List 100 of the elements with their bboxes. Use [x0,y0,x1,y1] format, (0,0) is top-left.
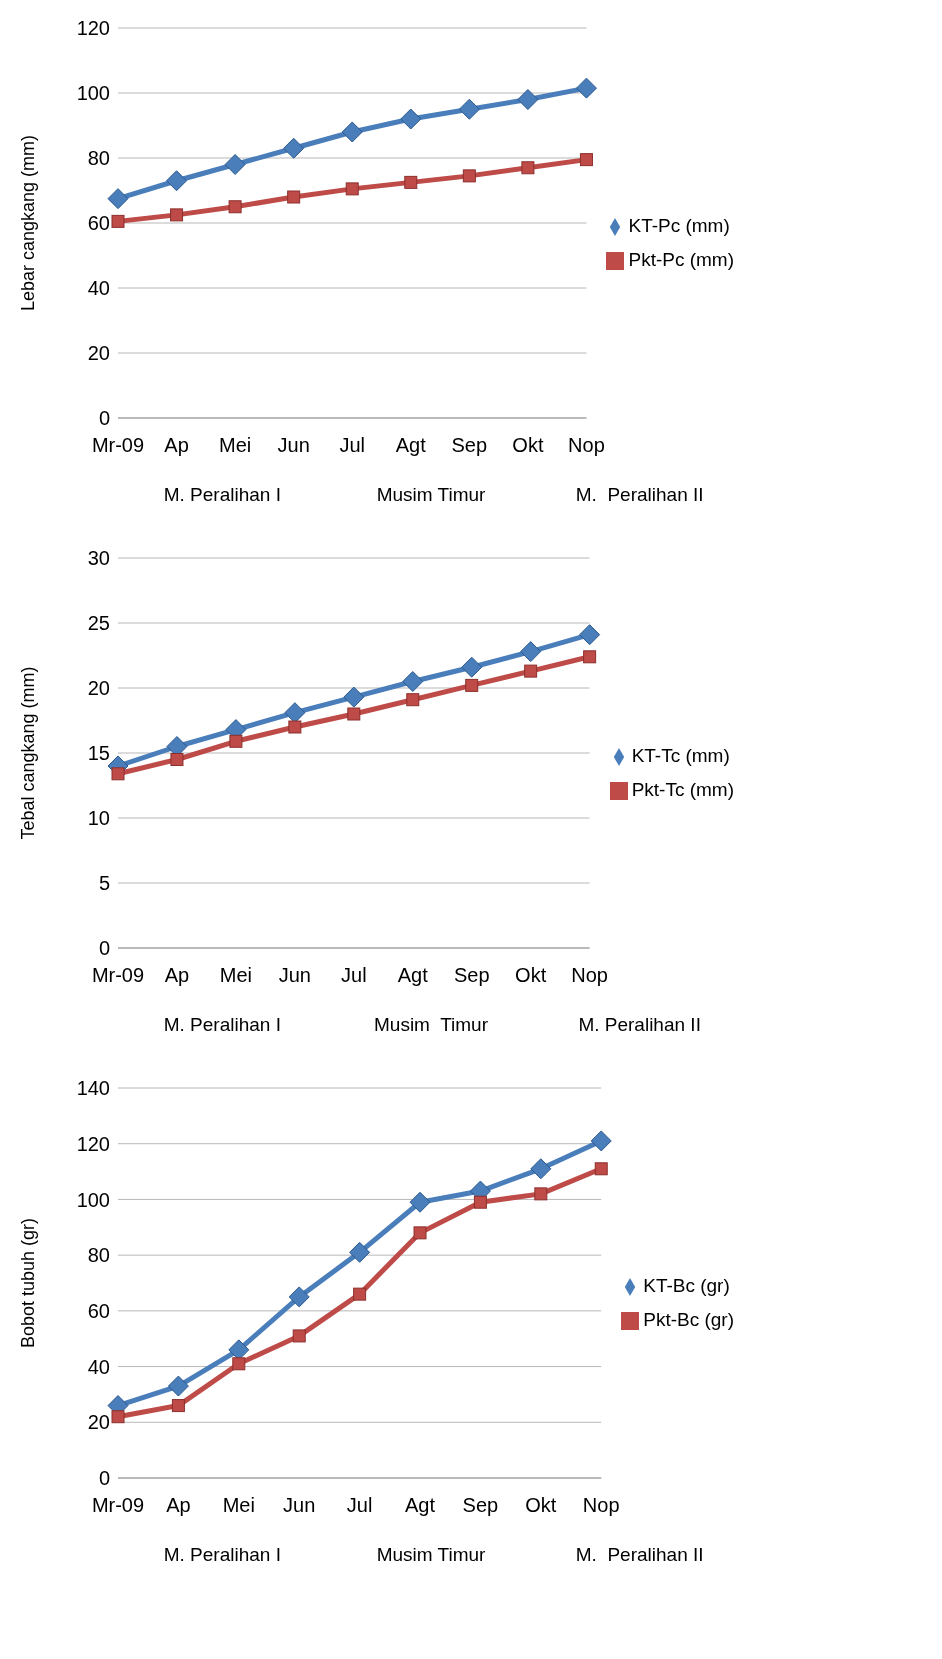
x-tick-label: Jul [339,434,366,457]
legend-label: Pkt-Pc (mm) [628,249,734,270]
x-tick-label: Nop [571,964,608,987]
x-tick-label: Jun [277,434,310,457]
legend-label: Pkt-Bc (gr) [643,1309,734,1330]
point [170,208,184,222]
point [111,214,125,228]
y-axis-title: Tebal cangkang (mm) [18,666,39,840]
y-tick-label: 15 [87,742,110,765]
x-tick-label: Ap [164,434,189,457]
point [524,664,538,678]
point [345,182,359,196]
text: M. Peralihan I [162,1014,282,1036]
point [583,650,597,664]
y-axis-title: Lebar cangkang (mm) [18,134,39,312]
point [288,1286,310,1308]
legend-label: KT-Pc (mm) [628,215,730,236]
y-tick-label: 25 [87,612,110,635]
point [520,641,542,663]
point [409,1191,431,1213]
x-tick-label: Ap [164,964,190,987]
x-tick-label: Jun [278,964,311,987]
text: Musim Timur [373,1014,489,1036]
point [590,1130,612,1152]
point [575,77,597,99]
point [465,678,479,692]
point [349,1241,371,1263]
point [171,1399,185,1413]
x-tick-label: Nop [582,1494,620,1517]
x-tick-label: Sep [453,964,490,987]
point [594,1162,608,1176]
point [521,161,535,175]
point [404,175,418,189]
text: Musim Timur [375,484,487,506]
point [166,170,188,192]
x-tick-label: Okt [512,434,544,457]
y-tick-label: 5 [98,872,110,895]
y-tick-label: 140 [76,1077,110,1100]
y-tick-label: 10 [87,807,110,830]
x-tick-label: Ap [166,1494,191,1517]
point [406,693,420,707]
y-tick-label: 40 [87,277,110,300]
x-tick-label: Sep [451,434,488,457]
y-tick-label: 80 [87,147,110,170]
x-tick-label: Mei [219,964,253,987]
text: M. Peralihan II [574,484,705,506]
point [517,89,539,110]
point [283,137,305,159]
text: M. Peralihan I [162,484,282,506]
y-tick-label: 20 [87,677,110,700]
point [167,1375,189,1397]
point [473,1195,487,1209]
point [347,707,361,721]
x-tick-label: Mei [219,434,252,457]
point [288,720,302,734]
text: M. Peralihan I [162,1544,282,1566]
y-tick-label: 40 [87,1355,110,1378]
text: Musim Timur [375,1544,487,1566]
x-tick-label: Agt [395,434,427,457]
y-tick-label: 20 [87,342,110,365]
y-tick-label: 0 [98,1467,110,1490]
point [111,767,125,781]
x-tick-label: Mr-09 [91,1494,145,1517]
y-tick-label: 120 [76,1132,110,1155]
x-tick-label: Jul [341,964,367,987]
point [402,671,424,692]
x-tick-label: Okt [515,964,547,987]
x-tick-label: Nop [568,434,605,457]
x-tick-label: Agt [397,964,429,987]
point [224,154,246,175]
legend-label: Pkt-Tc (mm) [631,779,734,800]
point [343,686,365,708]
point [353,1287,367,1301]
point [287,190,301,204]
y-tick-label: 30 [87,547,110,570]
point [111,1410,125,1424]
point [461,656,483,678]
x-tick-label: Agt [405,1494,436,1517]
point [458,98,480,120]
point [232,1357,246,1371]
y-tick-label: 60 [87,1299,110,1322]
text: M. Peralihan II [577,1014,702,1036]
legend-label: KT-Tc (mm) [631,745,730,766]
point [400,108,422,130]
text: M. Peralihan II [574,1544,705,1566]
legend-label: KT-Bc (gr) [643,1275,730,1296]
x-tick-label: Sep [462,1494,499,1517]
y-tick-label: 100 [76,1188,110,1211]
point [292,1329,306,1343]
point [534,1187,548,1201]
point [413,1226,427,1240]
y-tick-label: 0 [98,937,110,960]
x-tick-label: Mr-09 [91,434,145,457]
point [229,734,243,748]
x-tick-label: Okt [525,1494,557,1517]
point [530,1158,552,1180]
y-tick-label: 0 [98,407,110,430]
x-tick-label: Mei [222,1494,255,1517]
point [228,200,242,214]
y-tick-label: 60 [87,212,110,235]
